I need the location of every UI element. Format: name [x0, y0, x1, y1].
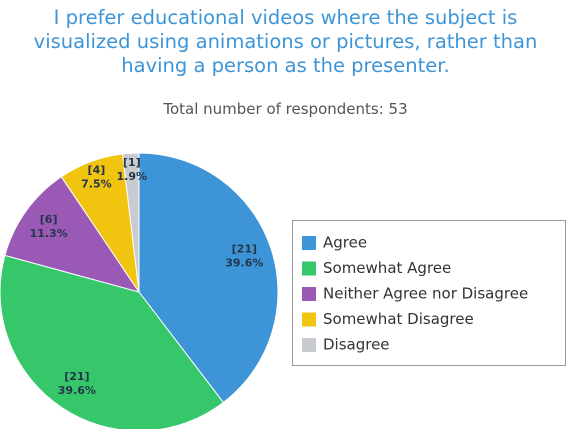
legend-label: Somewhat Disagree [323, 310, 474, 328]
count-label: [6] [40, 213, 58, 226]
legend-swatch [302, 287, 316, 301]
pie-slice [4, 176, 141, 293]
percent-label: 39.6% [225, 256, 263, 269]
legend-label: Disagree [323, 336, 390, 354]
count-label: [21] [64, 370, 89, 383]
legend-swatch [302, 338, 316, 352]
legend-swatch [302, 236, 316, 250]
legend-box [292, 220, 566, 366]
legend-label: Somewhat Agree [323, 259, 451, 277]
legend-label: Neither Agree nor Disagree [323, 285, 528, 303]
legend-swatch [302, 312, 316, 327]
legend-label: Agree [323, 234, 367, 252]
chart-title: I prefer educational videos where the su… [33, 6, 538, 77]
count-label: [21] [232, 242, 257, 255]
percent-label: 11.3% [30, 227, 68, 240]
count-label: [4] [88, 163, 106, 176]
legend-swatch [302, 261, 316, 276]
pie-slice [0, 254, 225, 429]
percent-label: 1.9% [116, 170, 147, 183]
pie-slice [138, 152, 279, 404]
count-label: [1] [123, 156, 141, 169]
chart-subtitle: Total number of respondents: 53 [163, 100, 408, 118]
percent-label: 7.5% [81, 177, 112, 190]
pie-slice [122, 152, 140, 293]
percent-label: 39.6% [58, 384, 96, 397]
